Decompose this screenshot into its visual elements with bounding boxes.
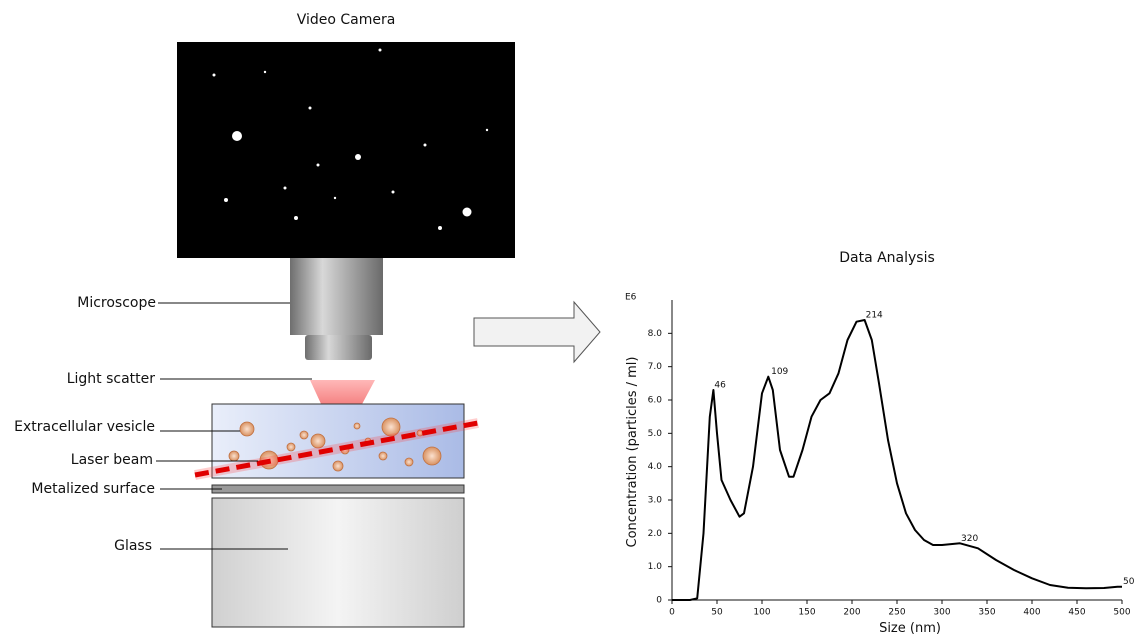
multiplier-label: E6	[625, 293, 637, 303]
x-tick-label: 350	[978, 608, 995, 618]
vesicle-label: Extracellular vesicle	[14, 419, 155, 435]
x-tick-label: 150	[798, 608, 815, 618]
peak-label: 109	[771, 367, 788, 377]
curve	[672, 320, 1122, 600]
laser-label: Laser beam	[71, 452, 153, 468]
microscope-lens	[305, 335, 372, 360]
scatter-label: Light scatter	[67, 371, 156, 387]
camera-label: Video Camera	[297, 12, 396, 28]
y-tick-label: 8.0	[648, 329, 663, 339]
x-tick-label: 500	[1113, 608, 1130, 618]
y-tick-label: 2.0	[648, 529, 663, 539]
x-tick-label: 100	[753, 608, 770, 618]
surface-label: Metalized surface	[31, 481, 155, 497]
y-axis-label: Concentration (particles / ml)	[625, 357, 640, 548]
peak-label: 46	[714, 381, 726, 391]
y-tick-label: 5.0	[648, 429, 663, 439]
figure: Video Camera Microscope Light scatter Ex…	[0, 0, 1135, 638]
glass-label: Glass	[114, 538, 152, 554]
glass-slide	[212, 498, 464, 627]
x-tick-label: 0	[669, 608, 675, 618]
x-tick-label: 200	[843, 608, 860, 618]
metal-surface	[212, 485, 464, 493]
x-tick-label: 450	[1068, 608, 1085, 618]
y-tick-label: 3.0	[648, 496, 663, 506]
y-tick-label: 0	[656, 596, 662, 606]
x-tick-label: 400	[1023, 608, 1040, 618]
y-tick-label: 6.0	[648, 396, 663, 406]
x-tick-label: 50	[711, 608, 723, 618]
y-tick-label: 1.0	[648, 562, 663, 572]
arrow	[474, 302, 600, 362]
peak-label: 500	[1123, 577, 1135, 587]
x-tick-label: 250	[888, 608, 905, 618]
analysis-label: Data Analysis	[839, 250, 935, 266]
peak-label: 214	[866, 311, 883, 321]
y-tick-label: 4.0	[648, 462, 663, 472]
microscope-body	[290, 258, 383, 335]
y-tick-label: 7.0	[648, 362, 663, 372]
x-tick-label: 300	[933, 608, 950, 618]
camera-image	[177, 42, 515, 258]
peak-label: 320	[961, 534, 978, 544]
x-axis-label: Size (nm)	[879, 621, 941, 636]
microscope-label: Microscope	[77, 295, 156, 311]
